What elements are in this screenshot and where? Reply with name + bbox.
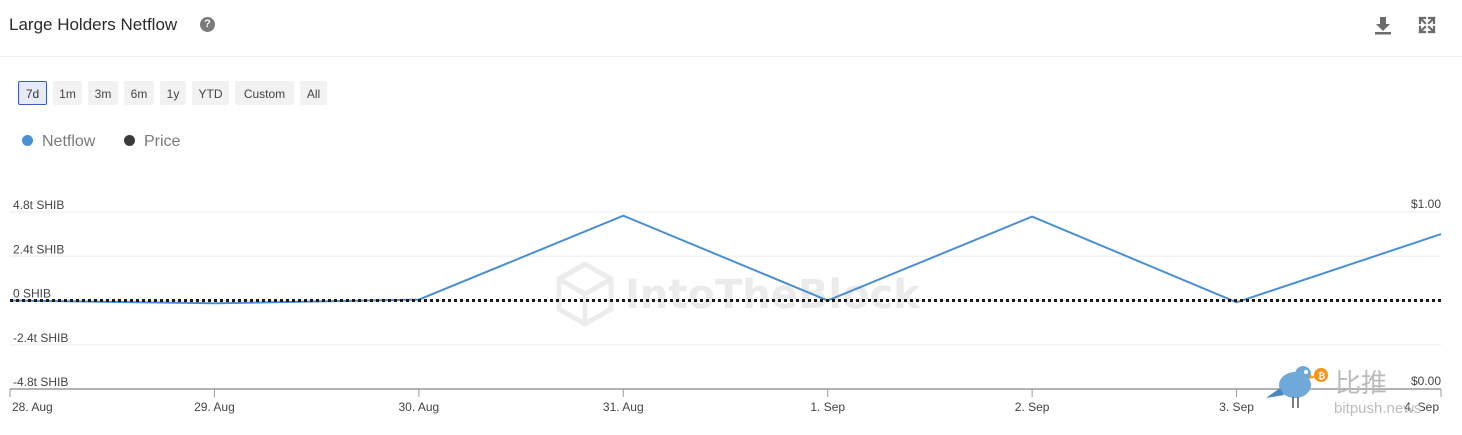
watermark-text: IntoTheBlock — [625, 272, 921, 318]
x-tick-label: 2. Sep — [1015, 400, 1050, 414]
x-tick-label: 3. Sep — [1219, 400, 1254, 414]
x-tick-label: 31. Aug — [603, 400, 644, 414]
chart-title: Large Holders Netflow — [9, 15, 178, 34]
chart-grid — [10, 211, 1441, 390]
bitpush-en-text: bitpush.news — [1334, 400, 1422, 417]
x-axis-ticks — [9, 389, 1442, 397]
question-circle-icon[interactable]: ? — [200, 17, 215, 32]
download-icon[interactable] — [1372, 14, 1394, 36]
range-ytd-button[interactable]: YTD — [192, 81, 229, 105]
range-all-button[interactable]: All — [300, 81, 327, 105]
range-6m-button[interactable]: 6m — [124, 81, 154, 105]
bitpush-logo: ₿ 比推 bitpush.news — [1266, 366, 1422, 417]
y-axis-left-labels: 4.8t SHIB 2.4t SHIB 0 SHIB -2.4t SHIB -4.8t … — [13, 198, 68, 389]
legend-label-netflow: Netflow — [42, 133, 96, 150]
y-tick-label: 0 SHIB — [13, 287, 51, 301]
y-tick-label: 4.8t SHIB — [13, 198, 64, 212]
intotheblock-watermark: IntoTheBlock — [556, 261, 921, 327]
x-tick-label: 28. Aug — [12, 400, 53, 414]
bird-icon: ₿ — [1266, 366, 1328, 408]
y-tick-label: -4.8t SHIB — [13, 375, 68, 389]
x-tick-label: 29. Aug — [194, 400, 235, 414]
legend-dot-price — [124, 135, 135, 146]
legend-item-netflow[interactable]: Netflow — [22, 133, 95, 151]
range-1y-button[interactable]: 1y — [160, 81, 186, 105]
svg-text:₿: ₿ — [1318, 371, 1325, 382]
range-3m-button[interactable]: 3m — [88, 81, 118, 105]
y-axis-right-labels: $1.00 $0.00 — [1411, 197, 1441, 388]
x-tick-label: 4. Sep — [1404, 400, 1439, 414]
y-tick-label: -2.4t SHIB — [13, 331, 68, 345]
range-1m-button[interactable]: 1m — [53, 81, 82, 105]
bitpush-cn-text: 比推 — [1335, 369, 1387, 399]
series-layer — [9, 214, 1442, 305]
chart-header: Large Holders Netflow ? — [0, 0, 1462, 57]
x-tick-label: 1. Sep — [810, 400, 845, 414]
y-right-tick-label: $1.00 — [1411, 197, 1441, 211]
y-tick-label: 2.4t SHIB — [13, 242, 64, 256]
y-right-tick-label: $0.00 — [1411, 374, 1441, 388]
expand-icon[interactable] — [1416, 14, 1438, 36]
x-tick-label: 30. Aug — [398, 400, 439, 414]
series-line-netflow — [9, 214, 1442, 305]
x-axis-labels: 28. Aug 29. Aug 30. Aug 31. Aug 1. Sep 2. Sep… — [12, 400, 1439, 414]
range-7d-button[interactable]: 7d — [18, 81, 47, 105]
legend-dot-netflow — [22, 135, 33, 146]
legend-label-price: Price — [144, 133, 181, 150]
legend-item-price[interactable]: Price — [124, 133, 180, 151]
range-custom-button[interactable]: Custom — [235, 81, 294, 105]
